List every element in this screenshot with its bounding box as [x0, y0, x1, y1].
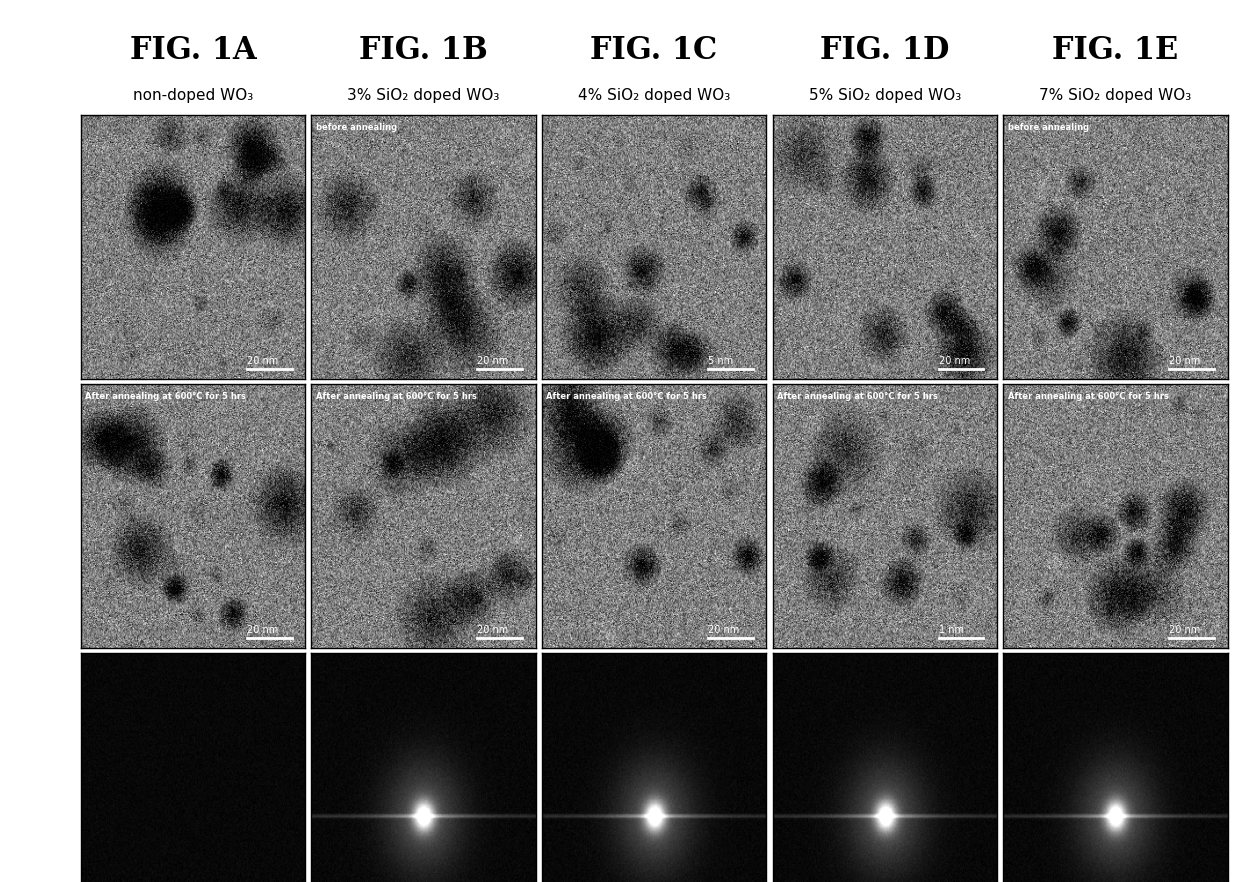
Text: After annealing at 600°C for 5 hrs: After annealing at 600°C for 5 hrs [547, 392, 707, 400]
Text: before annealing: before annealing [316, 123, 397, 131]
Text: 20 nm: 20 nm [477, 356, 508, 366]
Text: FIG. 1C: FIG. 1C [590, 35, 718, 66]
Text: FIG. 1E: FIG. 1E [1053, 35, 1178, 66]
Text: FIG. 1A: FIG. 1A [129, 35, 257, 66]
Text: After annealing at 600°C for 5 hrs: After annealing at 600°C for 5 hrs [86, 392, 246, 400]
Text: FIG. 1B: FIG. 1B [360, 35, 487, 66]
Text: 5 nm: 5 nm [708, 356, 733, 366]
Text: 20 nm: 20 nm [939, 356, 970, 366]
Text: 4% SiO₂ doped WO₃: 4% SiO₂ doped WO₃ [578, 88, 730, 103]
Text: 20 nm: 20 nm [247, 625, 278, 635]
Text: After annealing at 600°C for 5 hrs: After annealing at 600°C for 5 hrs [777, 392, 937, 400]
Text: FIG. 1D: FIG. 1D [820, 35, 950, 66]
Text: 20 nm: 20 nm [477, 625, 508, 635]
Text: After annealing at 600°C for 5 hrs: After annealing at 600°C for 5 hrs [1008, 392, 1168, 400]
Text: before annealing: before annealing [1008, 123, 1089, 131]
Text: 3% SiO₂ doped WO₃: 3% SiO₂ doped WO₃ [347, 88, 500, 103]
Text: 1 nm: 1 nm [939, 625, 963, 635]
Text: After annealing at 600°C for 5 hrs: After annealing at 600°C for 5 hrs [316, 392, 476, 400]
Text: 5% SiO₂ doped WO₃: 5% SiO₂ doped WO₃ [808, 88, 961, 103]
Text: 20 nm: 20 nm [1169, 625, 1200, 635]
Text: 20 nm: 20 nm [1169, 356, 1200, 366]
Text: 20 nm: 20 nm [708, 625, 739, 635]
Text: 7% SiO₂ doped WO₃: 7% SiO₂ doped WO₃ [1039, 88, 1192, 103]
Text: non-doped WO₃: non-doped WO₃ [133, 88, 253, 103]
Text: 20 nm: 20 nm [247, 356, 278, 366]
